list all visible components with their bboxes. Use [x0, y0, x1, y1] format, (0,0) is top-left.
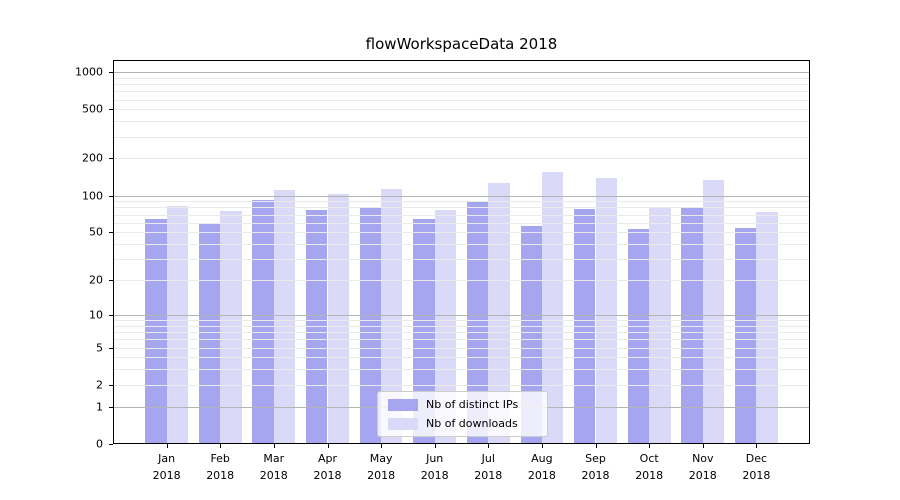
x-tick	[220, 444, 222, 448]
minor-gridline	[113, 84, 810, 85]
x-tick	[488, 444, 490, 448]
minor-gridline	[113, 109, 810, 111]
y-tick-label: 10	[89, 308, 103, 322]
bar-distinct-ips-jan	[145, 219, 167, 444]
minor-gridline	[113, 201, 810, 203]
chart-title: flowWorkspaceData 2018	[365, 35, 558, 53]
minor-gridline	[113, 244, 810, 245]
y-tick	[109, 195, 113, 197]
x-tick-label: Oct 2018	[635, 452, 664, 482]
minor-gridline	[113, 259, 810, 261]
x-tick	[166, 444, 168, 448]
bar-downloads-may	[381, 188, 403, 444]
minor-gridline	[113, 121, 810, 123]
bar-downloads-apr	[327, 194, 349, 444]
major-gridline	[113, 195, 810, 197]
legend-item-downloads: Nb of downloads	[388, 417, 537, 430]
x-tick	[327, 444, 329, 448]
y-tick	[109, 347, 113, 349]
x-tick-label: Mar 2018	[259, 452, 288, 482]
y-tick-label: 50	[89, 225, 103, 239]
plot-border	[113, 60, 810, 444]
x-tick-label: Feb 2018	[206, 452, 235, 482]
minor-gridline	[113, 347, 810, 349]
y-tick	[109, 158, 113, 160]
minor-gridline	[113, 339, 810, 341]
y-tick	[109, 109, 113, 111]
x-tick-label: Sep 2018	[581, 452, 610, 482]
minor-gridline	[113, 99, 810, 101]
bar-distinct-ips-mar	[252, 199, 274, 444]
y-tick-label: 1000	[75, 65, 103, 79]
minor-gridline	[113, 320, 810, 321]
y-tick-label: 100	[82, 189, 103, 202]
x-tick	[702, 444, 704, 448]
y-tick	[109, 232, 113, 234]
y-tick-label: 2	[96, 378, 103, 392]
minor-gridline	[113, 232, 810, 234]
y-tick-label: 1	[96, 400, 103, 414]
x-tick	[649, 444, 651, 448]
bar-distinct-ips-jun	[413, 219, 435, 444]
x-tick-label: Nov 2018	[688, 452, 717, 482]
minor-gridline	[113, 280, 810, 282]
y-tick-label: 200	[82, 151, 103, 165]
minor-gridline	[113, 369, 810, 371]
bar-downloads-mar	[273, 189, 296, 444]
legend-item-distinct-ips: Nb of distinct IPs	[388, 398, 537, 411]
major-gridline	[113, 72, 810, 73]
bar-distinct-ips-jul	[466, 202, 489, 444]
x-tick	[434, 444, 436, 448]
legend-swatch-distinct-ips	[388, 398, 418, 411]
y-tick-label: 0	[96, 437, 103, 451]
minor-gridline	[113, 384, 810, 386]
minor-gridline	[113, 357, 810, 359]
y-tick	[109, 384, 113, 386]
bar-downloads-nov	[702, 180, 725, 444]
minor-gridline	[113, 214, 810, 216]
y-tick-label: 500	[82, 102, 103, 116]
bar-downloads-jan	[166, 206, 188, 444]
x-tick-label: May 2018	[367, 452, 396, 482]
x-tick-label: Jul 2018	[474, 452, 503, 482]
x-tick-label: Aug 2018	[527, 452, 556, 482]
y-tick-label: 5	[96, 341, 103, 354]
x-tick-label: Dec 2018	[742, 452, 771, 482]
x-tick	[756, 444, 758, 448]
minor-gridline	[113, 77, 810, 79]
minor-gridline	[113, 91, 810, 93]
legend: Nb of distinct IPs Nb of downloads	[377, 391, 548, 437]
minor-gridline	[113, 325, 810, 327]
y-tick-label: 20	[89, 273, 103, 287]
bar-distinct-ips-feb	[198, 222, 221, 444]
bar-distinct-ips-oct	[627, 229, 650, 444]
x-tick-label: Jun 2018	[420, 452, 449, 482]
bar-downloads-dec	[756, 212, 778, 444]
bar-downloads-jul	[488, 182, 510, 444]
legend-label-downloads: Nb of downloads	[426, 417, 518, 430]
minor-gridline	[113, 158, 810, 160]
x-tick	[273, 444, 275, 448]
legend-label-distinct-ips: Nb of distinct IPs	[426, 398, 519, 411]
y-tick	[109, 280, 113, 282]
y-tick	[109, 406, 113, 408]
bar-distinct-ips-dec	[734, 228, 757, 444]
minor-gridline	[113, 207, 810, 209]
minor-gridline	[113, 222, 810, 224]
legend-swatch-downloads	[388, 417, 418, 430]
x-tick-label: Apr 2018	[313, 452, 342, 482]
major-gridline	[113, 314, 810, 316]
x-tick-label: Jan 2018	[152, 452, 181, 482]
minor-gridline	[113, 332, 810, 333]
x-tick	[541, 444, 543, 448]
bar-downloads-aug	[541, 172, 564, 444]
minor-gridline	[113, 136, 810, 138]
y-tick	[109, 72, 113, 73]
y-tick	[109, 314, 113, 316]
x-tick	[595, 444, 597, 448]
y-tick	[109, 444, 113, 445]
x-tick	[381, 444, 383, 448]
